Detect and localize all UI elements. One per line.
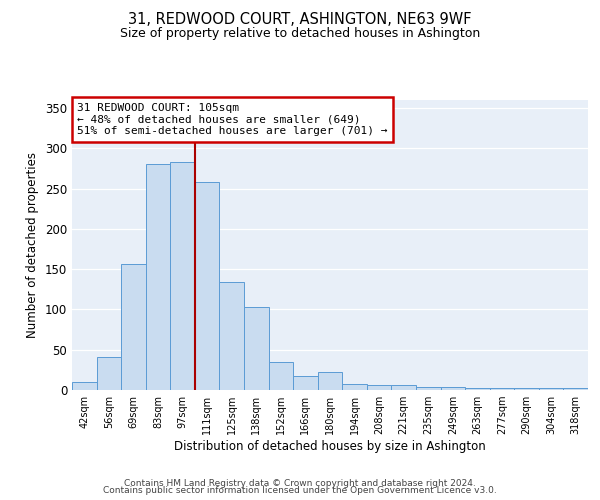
Bar bbox=[293, 376, 318, 390]
Bar bbox=[97, 357, 121, 390]
Bar bbox=[318, 372, 342, 390]
Y-axis label: Number of detached properties: Number of detached properties bbox=[26, 152, 40, 338]
Text: Size of property relative to detached houses in Ashington: Size of property relative to detached ho… bbox=[120, 28, 480, 40]
Text: Contains public sector information licensed under the Open Government Licence v3: Contains public sector information licen… bbox=[103, 486, 497, 495]
Text: 31, REDWOOD COURT, ASHINGTON, NE63 9WF: 31, REDWOOD COURT, ASHINGTON, NE63 9WF bbox=[128, 12, 472, 28]
Bar bbox=[72, 382, 97, 390]
Bar bbox=[391, 385, 416, 390]
Bar bbox=[490, 388, 514, 390]
Bar bbox=[269, 362, 293, 390]
X-axis label: Distribution of detached houses by size in Ashington: Distribution of detached houses by size … bbox=[174, 440, 486, 453]
Bar bbox=[465, 388, 490, 390]
Text: Contains HM Land Registry data © Crown copyright and database right 2024.: Contains HM Land Registry data © Crown c… bbox=[124, 478, 476, 488]
Bar bbox=[244, 307, 269, 390]
Bar bbox=[121, 264, 146, 390]
Bar bbox=[220, 282, 244, 390]
Bar bbox=[416, 387, 440, 390]
Text: 31 REDWOOD COURT: 105sqm
← 48% of detached houses are smaller (649)
51% of semi-: 31 REDWOOD COURT: 105sqm ← 48% of detach… bbox=[77, 103, 388, 136]
Bar bbox=[367, 385, 391, 390]
Bar bbox=[170, 162, 195, 390]
Bar bbox=[514, 388, 539, 390]
Bar bbox=[195, 182, 220, 390]
Bar bbox=[342, 384, 367, 390]
Bar bbox=[563, 388, 588, 390]
Bar bbox=[146, 164, 170, 390]
Bar bbox=[539, 388, 563, 390]
Bar bbox=[440, 387, 465, 390]
